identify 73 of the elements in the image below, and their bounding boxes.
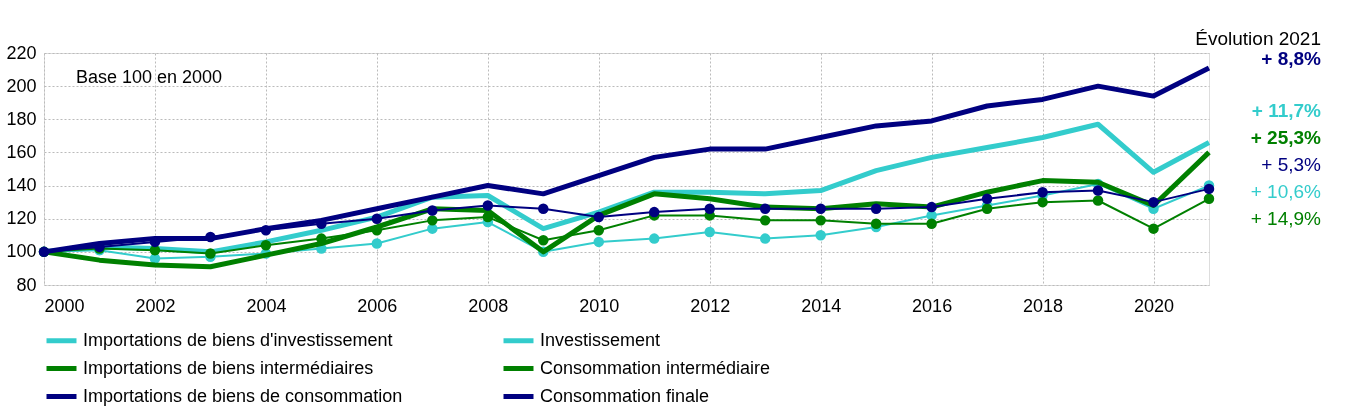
point	[371, 238, 383, 249]
y-tick-label: 160	[6, 141, 37, 162]
x-tick-label: 2006	[357, 295, 398, 316]
point	[870, 203, 882, 215]
point	[260, 239, 272, 251]
point	[371, 213, 383, 224]
point	[815, 215, 826, 226]
annotation: Base 100 en 2000	[76, 67, 223, 87]
legend-label: Consommation intermédiaire	[540, 357, 771, 378]
point	[538, 235, 549, 246]
legend-label: Importations de biens intermédiaires	[83, 357, 374, 378]
point	[205, 248, 216, 259]
point	[981, 193, 993, 205]
text: + 5,3%	[1261, 154, 1322, 175]
point	[1092, 185, 1104, 196]
point	[704, 226, 715, 238]
legend-label: Investissement	[540, 329, 661, 350]
x-tick-label: 2000	[44, 295, 85, 316]
y-tick-label: 140	[6, 175, 37, 196]
legend-label: Consommation finale	[540, 385, 710, 406]
point	[482, 211, 494, 223]
y-tick-label: 200	[6, 75, 37, 96]
legend-label: Importations de biens d'investissement	[83, 329, 393, 350]
point	[704, 203, 715, 215]
point	[1037, 196, 1048, 208]
point	[593, 211, 605, 223]
point	[815, 230, 826, 241]
point	[482, 200, 494, 211]
x-tick-label: 2002	[135, 295, 176, 316]
point	[759, 215, 771, 226]
point	[926, 201, 937, 213]
x-tick-label: 2004	[246, 295, 287, 316]
point	[205, 231, 216, 243]
point	[593, 236, 605, 248]
text: + 25,3%	[1250, 127, 1322, 148]
text: + 14,9%	[1250, 208, 1322, 229]
point	[427, 215, 438, 226]
point	[538, 203, 549, 215]
y-tick-label: 100	[6, 241, 37, 262]
text: Évolution 2021	[1195, 28, 1321, 49]
point	[1148, 196, 1159, 208]
y-tick-label: 120	[6, 208, 37, 229]
point	[648, 233, 660, 244]
point	[316, 218, 327, 229]
x-tick-label: 2010	[579, 295, 620, 316]
point	[593, 225, 605, 236]
point	[926, 218, 937, 229]
point	[1203, 193, 1215, 205]
x-tick-label: 2014	[801, 295, 842, 316]
point	[1148, 223, 1159, 234]
x-tick-label: 2008	[468, 295, 509, 316]
point	[427, 205, 438, 216]
text: + 10,6%	[1250, 181, 1322, 202]
text: + 11,7%	[1251, 100, 1322, 121]
y-tick-label: 220	[6, 42, 37, 63]
point	[981, 203, 993, 215]
point	[1037, 186, 1048, 198]
x-tick-label: 2020	[1134, 295, 1175, 316]
point	[870, 218, 882, 229]
point	[1203, 183, 1215, 195]
x-tick-label: 2018	[1023, 295, 1064, 316]
legend-label: Importations de biens de consommation	[83, 385, 403, 406]
x-tick-label: 2016	[912, 295, 953, 316]
point	[648, 206, 660, 218]
point	[1092, 195, 1104, 206]
point	[759, 233, 771, 244]
y-tick-label: 80	[16, 274, 37, 295]
point	[759, 203, 771, 215]
text: + 8,8%	[1261, 48, 1322, 69]
x-tick-label: 2012	[690, 295, 731, 316]
y-tick-label: 180	[6, 108, 37, 129]
point	[815, 203, 826, 215]
point	[260, 225, 272, 236]
